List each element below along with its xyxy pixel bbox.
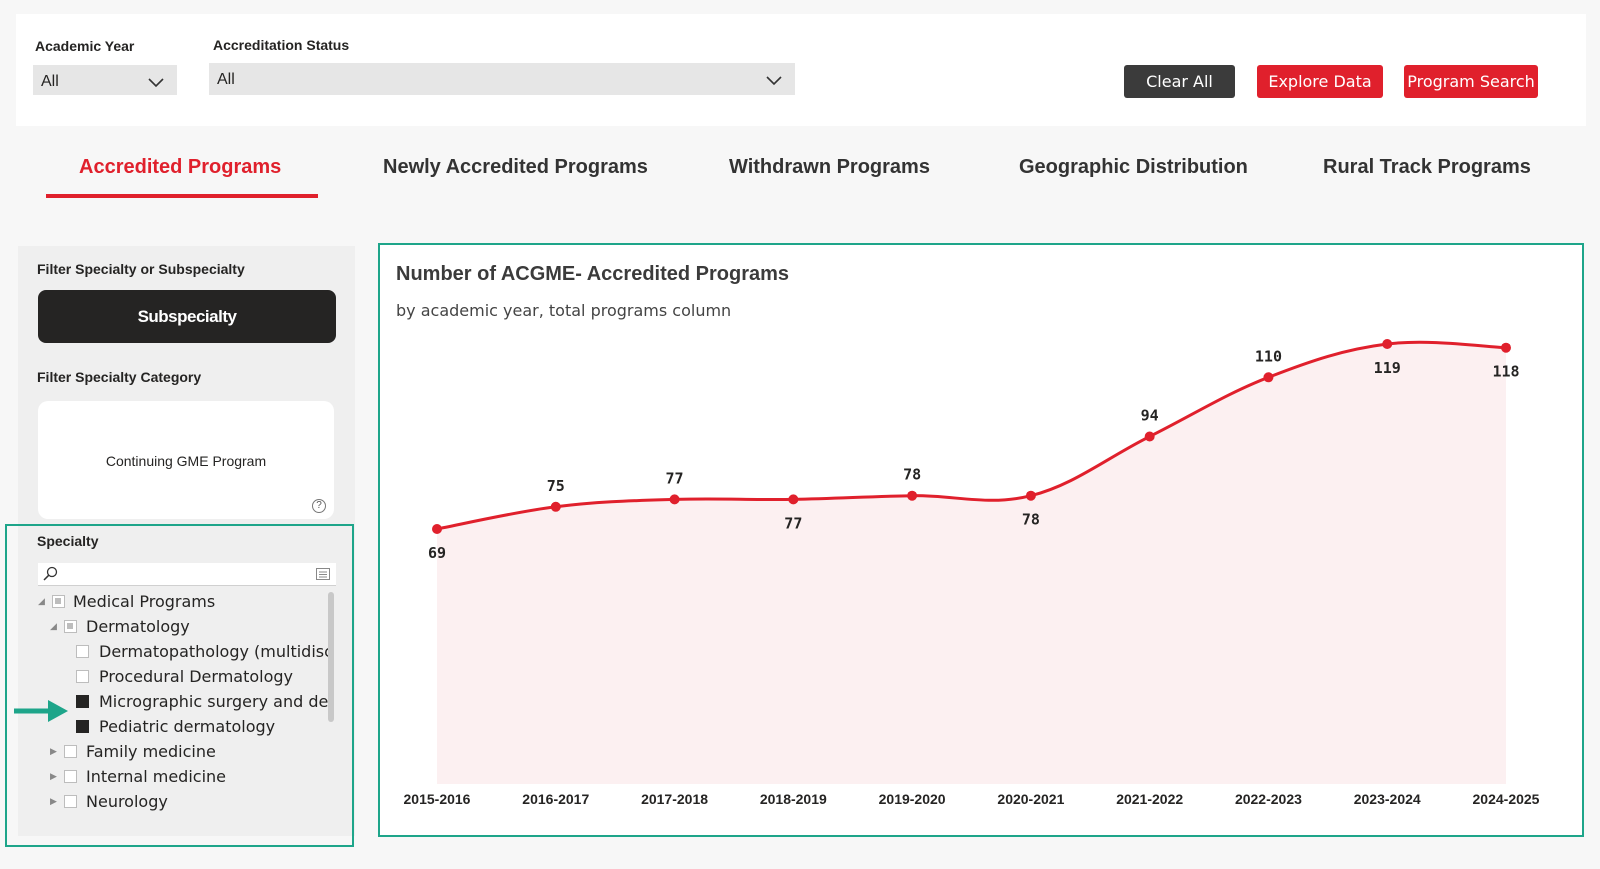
checkbox[interactable] xyxy=(64,620,77,633)
x-tick-label: 2018-2019 xyxy=(760,791,827,807)
clear-all-button[interactable]: Clear All xyxy=(1124,65,1235,98)
data-point xyxy=(907,490,918,501)
tree-item-label: Internal medicine xyxy=(86,767,227,786)
line-area-chart: 69 2015-2016 75 2016-2017 77 2017-2018 77 2018-… xyxy=(404,339,1540,807)
checkbox[interactable] xyxy=(76,670,89,683)
x-tick-label: 2017-2018 xyxy=(641,791,708,807)
data-label: 110 xyxy=(1255,347,1282,365)
chart-subtitle: by academic year, total programs column xyxy=(396,301,732,320)
data-label: 77 xyxy=(666,469,684,487)
specialty-highlight-box xyxy=(5,524,354,847)
tree-scrollbar[interactable] xyxy=(328,592,334,722)
accreditation-status-label: Accreditation Status xyxy=(213,37,350,53)
tab-geographic-distribution[interactable]: Geographic Distribution xyxy=(1019,156,1248,178)
tree-item-label: Neurology xyxy=(86,792,168,811)
data-point xyxy=(788,494,799,505)
tab-accredited-programs[interactable]: Accredited Programs xyxy=(79,156,282,178)
search-icon xyxy=(43,566,58,581)
data-label: 118 xyxy=(1492,363,1519,381)
data-label: 69 xyxy=(428,544,446,562)
checkbox[interactable] xyxy=(64,770,77,783)
area-fill xyxy=(437,342,1506,784)
data-point xyxy=(432,524,442,534)
specialty-tree: ◢ Medical Programs ◢ Dermatology Dermato… xyxy=(38,592,330,820)
x-tick-label: 2016-2017 xyxy=(522,791,589,807)
chevron-down-icon xyxy=(766,76,782,86)
x-tick-label: 2019-2020 xyxy=(879,791,946,807)
academic-year-value: All xyxy=(41,73,59,90)
checkbox[interactable] xyxy=(76,645,89,658)
x-tick-label: 2021-2022 xyxy=(1116,791,1183,807)
filter-category-title: Filter Specialty Category xyxy=(37,369,202,385)
chart-title: Number of ACGME- Accredited Programs xyxy=(396,263,790,285)
filter-specialty-title: Filter Specialty or Subspecialty xyxy=(37,261,245,277)
x-tick-label: 2015-2016 xyxy=(404,791,471,807)
active-tab-indicator xyxy=(46,194,318,198)
tab-withdrawn-programs[interactable]: Withdrawn Programs xyxy=(729,156,930,178)
tree-item-label: Dermatopathology (multidisci... xyxy=(99,642,330,661)
caret-collapsed-icon[interactable]: ▶ xyxy=(50,772,57,782)
arrow-right-icon xyxy=(14,700,68,722)
caret-collapsed-icon[interactable]: ▶ xyxy=(50,747,57,757)
x-tick-label: 2020-2021 xyxy=(997,791,1064,807)
data-point xyxy=(1025,490,1036,501)
data-label: 119 xyxy=(1374,359,1401,377)
data-label: 78 xyxy=(903,466,921,484)
academic-year-label: Academic Year xyxy=(35,38,135,54)
specialty-category-card[interactable]: Continuing GME Program ? xyxy=(38,401,334,519)
category-value: Continuing GME Program xyxy=(105,453,267,469)
data-label: 78 xyxy=(1022,511,1040,529)
list-icon[interactable] xyxy=(316,568,330,580)
chevron-down-icon xyxy=(148,78,164,88)
accreditation-status-select[interactable]: All xyxy=(209,63,795,95)
data-point xyxy=(1382,339,1393,349)
explore-data-button[interactable]: Explore Data xyxy=(1257,65,1383,98)
caret-collapsed-icon[interactable]: ▶ xyxy=(50,797,57,807)
tree-item-label: Dermatology xyxy=(86,617,190,636)
tree-item-label: Family medicine xyxy=(86,742,216,761)
tab-newly-accredited-programs[interactable]: Newly Accredited Programs xyxy=(383,156,648,178)
checkbox[interactable] xyxy=(76,720,89,733)
tree-item-label: Procedural Dermatology xyxy=(99,667,294,686)
series-line xyxy=(436,340,1507,531)
checkbox[interactable] xyxy=(64,745,77,758)
left-filter-panel xyxy=(18,246,355,836)
caret-expanded-icon[interactable]: ◢ xyxy=(38,597,45,607)
data-point xyxy=(550,501,561,512)
data-point xyxy=(1263,372,1274,383)
checkbox[interactable] xyxy=(76,695,89,708)
checkbox[interactable] xyxy=(64,795,77,808)
subspecialty-toggle-button[interactable]: Subspecialty xyxy=(38,290,336,343)
data-point xyxy=(1144,431,1155,442)
x-tick-label: 2024-2025 xyxy=(1473,791,1540,807)
caret-expanded-icon[interactable]: ◢ xyxy=(50,622,57,632)
data-point xyxy=(669,494,680,505)
help-icon[interactable]: ? xyxy=(312,499,326,513)
specialty-search-input[interactable] xyxy=(38,563,336,586)
tree-item-label: Micrographic surgery and der... xyxy=(99,692,330,711)
academic-year-select[interactable]: All xyxy=(33,65,177,95)
data-point xyxy=(1501,342,1511,353)
specialty-title: Specialty xyxy=(37,533,99,549)
tab-rural-track-programs[interactable]: Rural Track Programs xyxy=(1323,156,1531,178)
tree-item-label: Pediatric dermatology xyxy=(99,717,276,736)
data-label: 75 xyxy=(547,477,565,495)
accreditation-status-value: All xyxy=(217,71,235,88)
checkbox[interactable] xyxy=(52,595,65,608)
data-label: 94 xyxy=(1141,407,1159,425)
tree-item-label: Medical Programs xyxy=(73,592,216,611)
program-search-button[interactable]: Program Search xyxy=(1404,65,1538,98)
x-tick-label: 2023-2024 xyxy=(1354,791,1421,807)
x-tick-label: 2022-2023 xyxy=(1235,791,1302,807)
data-label: 77 xyxy=(784,514,802,532)
